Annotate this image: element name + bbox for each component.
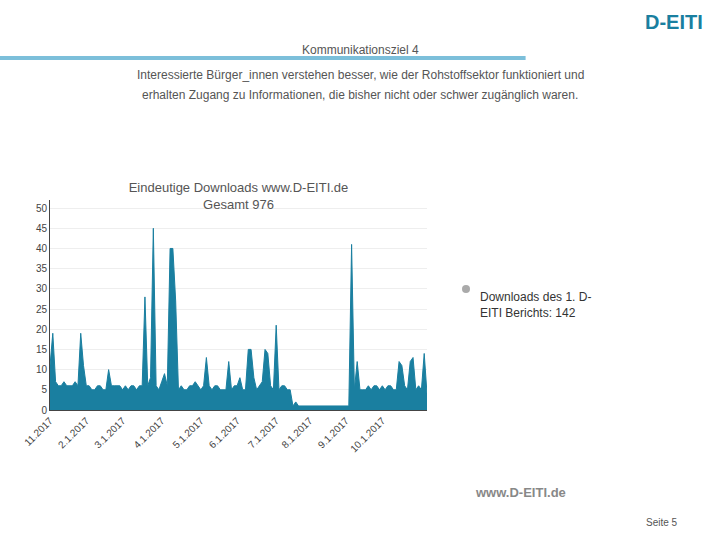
svg-text:45: 45 <box>36 223 48 234</box>
svg-text:Downloads des 1. D-EITI Berich: Downloads des 1. D-EITI Berichts: 142 <box>480 290 591 320</box>
svg-text:25: 25 <box>36 304 48 315</box>
svg-text:erhalten Zugang zu Information: erhalten Zugang zu Informationen, die bi… <box>142 88 578 102</box>
svg-text:0: 0 <box>41 405 47 416</box>
svg-text:30: 30 <box>36 283 48 294</box>
svg-text:15: 15 <box>36 344 48 355</box>
svg-text:D-EITI: D-EITI <box>645 11 703 33</box>
svg-text:9.1.2017: 9.1.2017 <box>316 415 352 451</box>
svg-text:8.1.2017: 8.1.2017 <box>279 415 315 451</box>
svg-text:Interessierte Bürger_innen ver: Interessierte Bürger_innen verstehen bes… <box>137 68 584 82</box>
svg-text:20: 20 <box>36 324 48 335</box>
svg-text:40: 40 <box>36 243 48 254</box>
svg-text:Seite 5: Seite 5 <box>646 517 678 528</box>
svg-text:10: 10 <box>36 364 48 375</box>
svg-text:5: 5 <box>41 384 47 395</box>
svg-text:7.1.2017: 7.1.2017 <box>246 415 282 451</box>
svg-text:2.1.2017: 2.1.2017 <box>56 415 92 451</box>
svg-text:4.1.2017: 4.1.2017 <box>131 415 167 451</box>
svg-text:10.1.2017: 10.1.2017 <box>348 415 388 455</box>
svg-text:5.1.2017: 5.1.2017 <box>170 415 206 451</box>
svg-text:3.1.2017: 3.1.2017 <box>92 415 128 451</box>
svg-text:50: 50 <box>36 203 48 214</box>
svg-text:35: 35 <box>36 263 48 274</box>
svg-text:Kommunikationsziel 4: Kommunikationsziel 4 <box>302 43 419 57</box>
svg-text:Eindeutige Downloads www.D-EIT: Eindeutige Downloads www.D-EITI.deGesamt… <box>129 180 349 212</box>
svg-text:11.2017: 11.2017 <box>22 415 55 448</box>
svg-text:6.1.2017: 6.1.2017 <box>207 415 243 451</box>
svg-text:www.D-EITI.de: www.D-EITI.de <box>475 485 566 500</box>
